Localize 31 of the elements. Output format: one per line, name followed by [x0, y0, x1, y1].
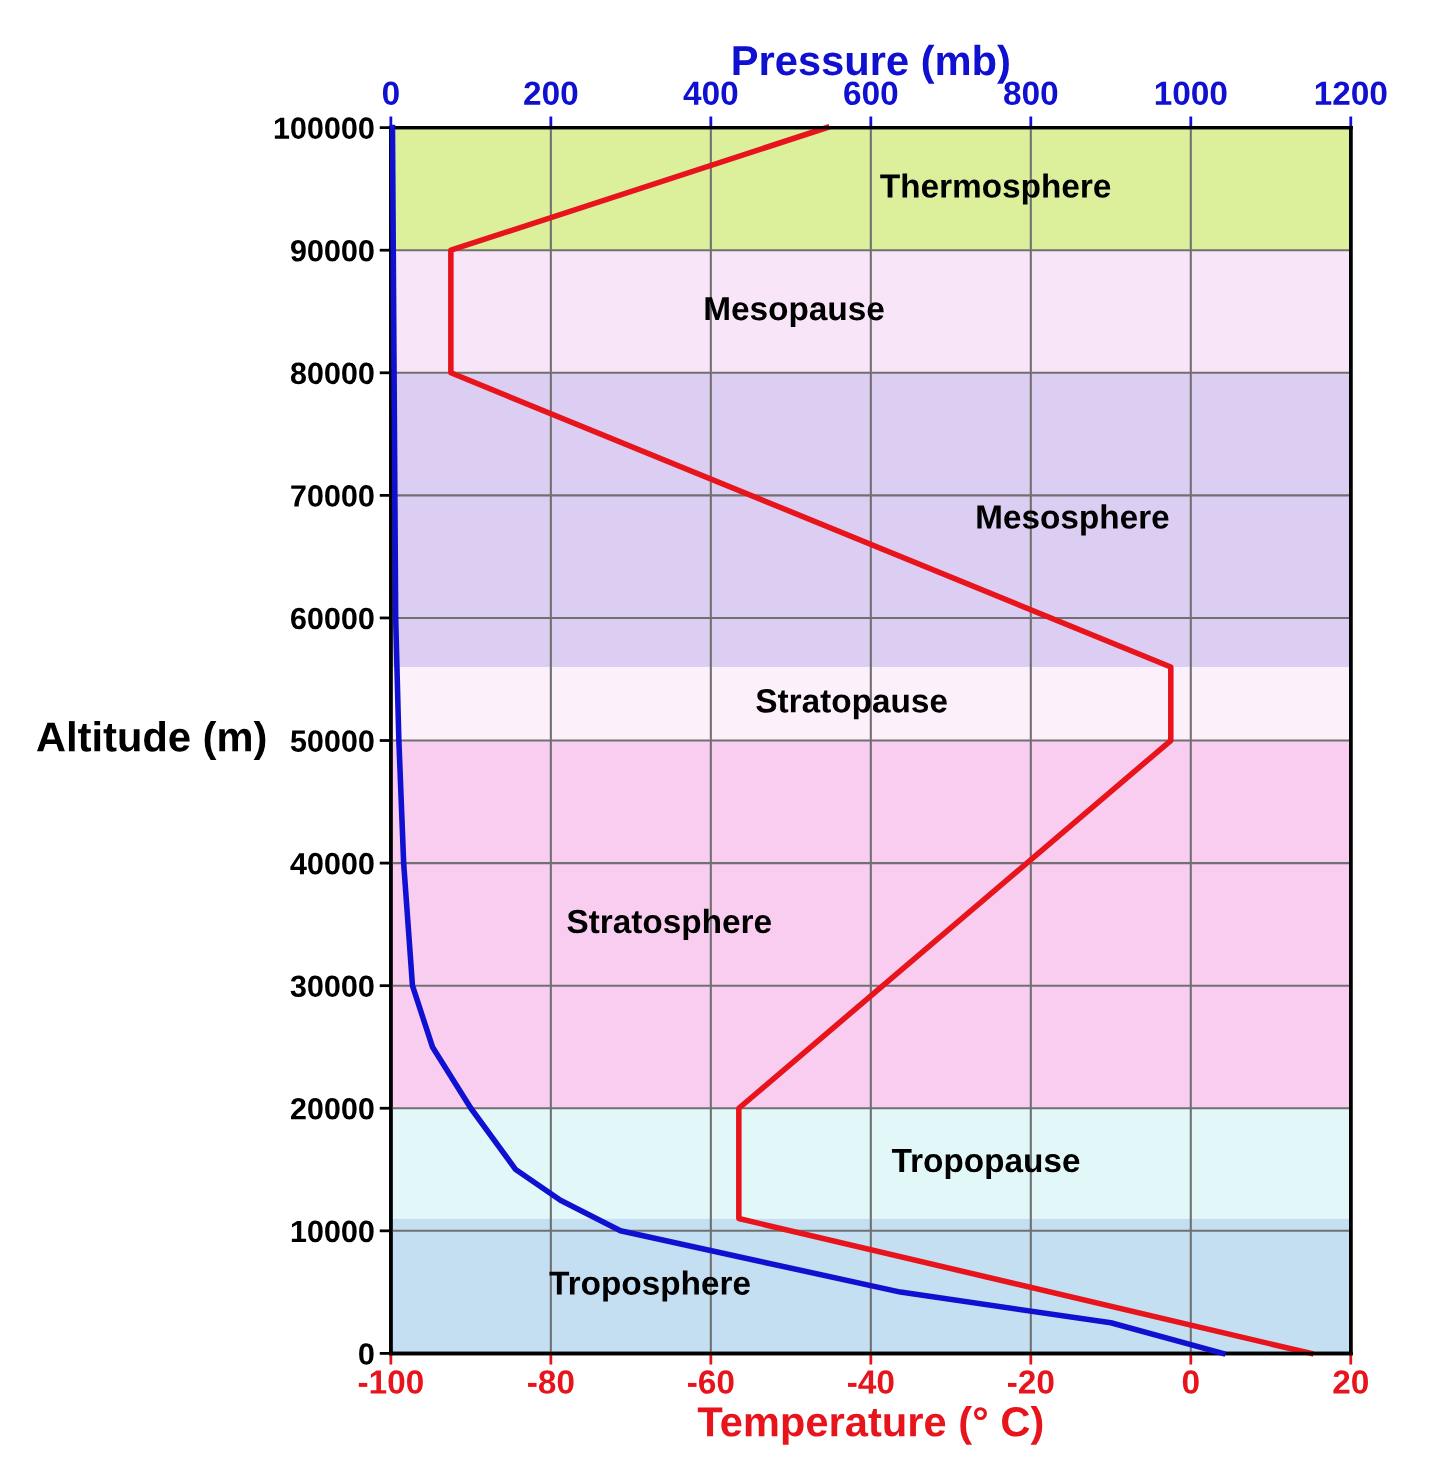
x-tick-label: -60	[688, 1370, 734, 1394]
band-label: Stratosphere	[567, 908, 771, 940]
x2-tick-label: 1200	[1315, 81, 1387, 106]
band-label: Tropopause	[891, 1149, 1080, 1179]
band-label: Troposphere	[549, 1270, 750, 1302]
y-tick-label: 80000	[290, 362, 374, 385]
y-tick-label: 90000	[290, 239, 374, 262]
x-tick-label: 20	[1333, 1370, 1368, 1394]
y-tick-label: 50000	[290, 730, 374, 752]
x2-tick-label: 0	[382, 81, 399, 106]
x-tick-label: -20	[1008, 1370, 1054, 1394]
x-axis-title: Temperature (° C)	[697, 1406, 1043, 1445]
y-tick-label: 100000	[274, 117, 374, 139]
x-tick-label: -80	[528, 1370, 574, 1394]
y-tick-label: 0	[359, 1343, 374, 1365]
y-axis-title: Altitude (m)	[36, 721, 266, 760]
x-tick-label: -100	[358, 1370, 423, 1394]
x2-tick-label: 1000	[1155, 81, 1227, 106]
y-tick-label: 10000	[291, 1220, 374, 1243]
band-label: Mesosphere	[977, 504, 1169, 536]
band-label: Mesopause	[705, 297, 884, 328]
y-tick-label: 30000	[290, 975, 374, 998]
y-tick-label: 20000	[290, 1097, 374, 1120]
x-tick-label: -40	[848, 1370, 894, 1394]
x2-tick-label: 200	[524, 81, 578, 106]
y-tick-label: 70000	[291, 485, 374, 507]
band-label: Thermosphere	[880, 173, 1111, 205]
y-tick-label: 60000	[291, 607, 374, 630]
y-tick-label: 40000	[290, 852, 374, 875]
x2-tick-label: 400	[683, 81, 738, 106]
x-tick-label: 0	[1182, 1370, 1199, 1394]
